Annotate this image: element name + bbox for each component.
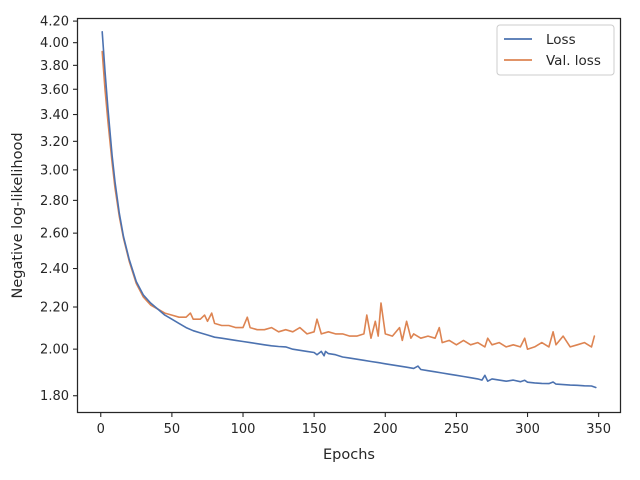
x-tick-label: 100: [231, 422, 256, 437]
x-tick-label: 300: [515, 422, 540, 437]
series-line-0: [101, 30, 597, 389]
plot-frame: [76, 17, 622, 414]
y-tick-label: 2.20: [40, 301, 69, 316]
x-tick-label: 200: [373, 422, 398, 437]
y-tick-label: 3.20: [40, 135, 69, 150]
series-line-1: [101, 50, 596, 351]
y-tick-label: 4.00: [40, 36, 69, 51]
y-tick-label: 3.00: [40, 163, 69, 178]
y-axis-label: Negative log-likelihood: [10, 132, 26, 298]
legend-box: [496, 24, 615, 76]
y-tick-label: 3.60: [40, 83, 69, 98]
y-tick-label: 1.80: [40, 389, 69, 404]
y-tick-label: 2.80: [40, 194, 69, 209]
x-tick-label: 250: [444, 422, 469, 437]
y-tick-label: 2.00: [40, 343, 69, 358]
x-axis: 0 50 100 150 200 250 300 350: [97, 412, 611, 437]
y-tick-label: 3.40: [40, 108, 69, 123]
y-axis: 1.80 2.00 2.20 2.40 2.60 2.80 3.00 3.20 3.40 3.60…: [40, 15, 78, 404]
x-axis-label: Epochs: [323, 447, 375, 463]
y-tick-label: 4.20: [40, 15, 69, 30]
y-tick-label: 2.40: [40, 262, 69, 277]
legend-label-0: Loss: [546, 32, 576, 48]
x-tick-label: 0: [97, 422, 105, 437]
x-tick-label: 350: [586, 422, 611, 437]
series-layer: [101, 30, 597, 389]
y-tick-label: 3.80: [40, 59, 69, 74]
legend: Loss Val. loss: [496, 24, 615, 76]
x-tick-label: 150: [302, 422, 327, 437]
y-tick-label: 2.60: [40, 227, 69, 242]
x-tick-label: 50: [164, 422, 181, 437]
legend-label-1: Val. loss: [546, 53, 601, 69]
